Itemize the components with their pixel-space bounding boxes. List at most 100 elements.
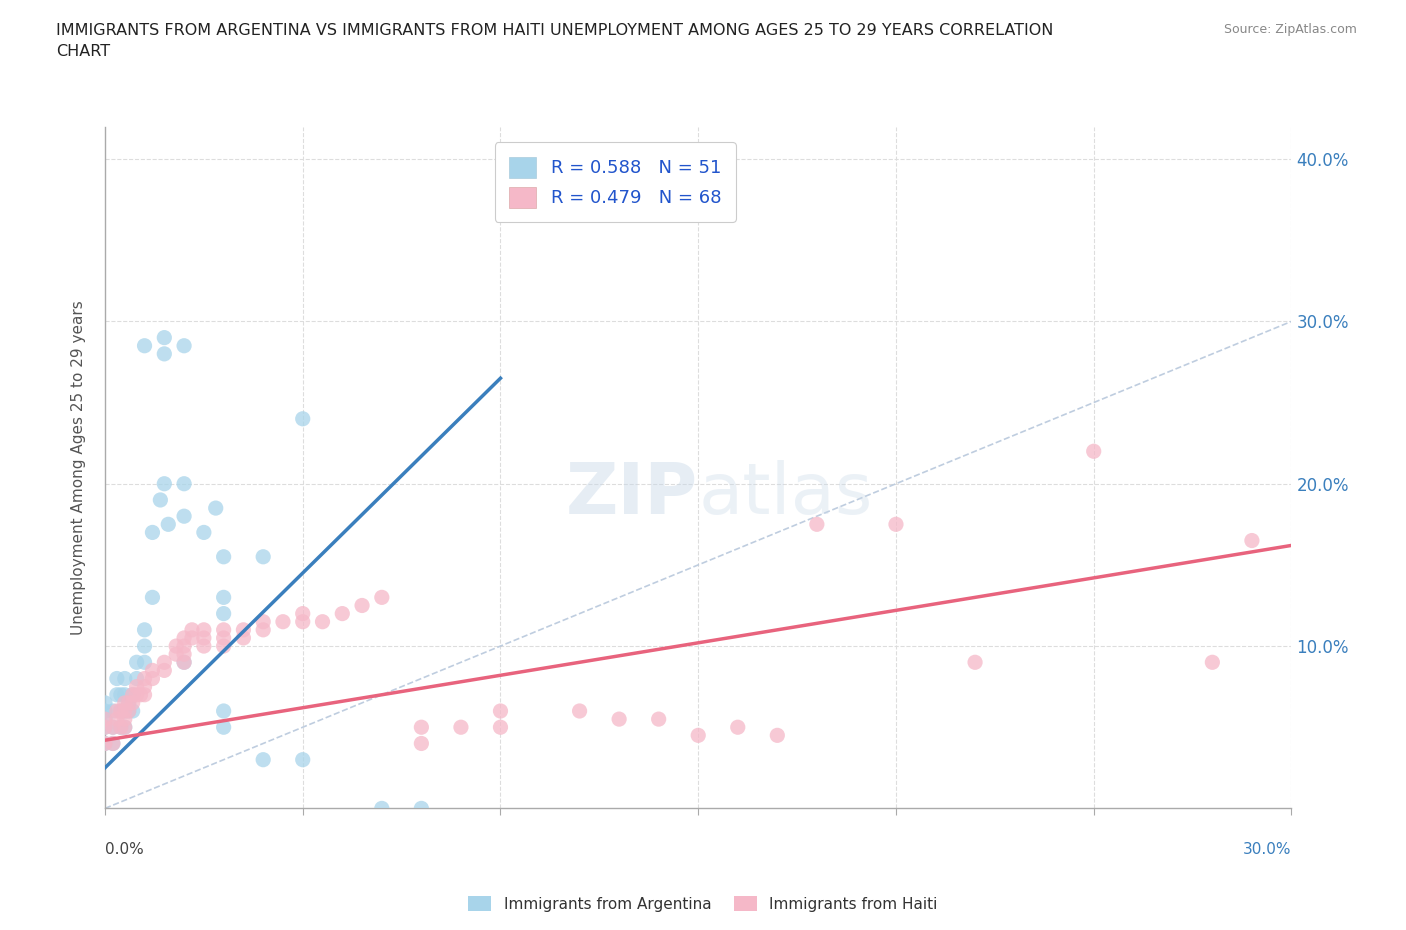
Text: Source: ZipAtlas.com: Source: ZipAtlas.com — [1223, 23, 1357, 36]
Point — [101, 720, 124, 735]
Point — [450, 720, 472, 735]
Point — [153, 655, 176, 670]
Point — [94, 720, 117, 735]
Point — [173, 631, 195, 645]
Point — [806, 517, 828, 532]
Point — [118, 696, 141, 711]
Point — [291, 606, 314, 621]
Point — [105, 711, 128, 726]
Point — [125, 671, 148, 686]
Point — [105, 704, 128, 719]
Point — [212, 704, 235, 719]
Point — [134, 671, 156, 686]
Point — [212, 622, 235, 637]
Point — [129, 687, 152, 702]
Text: atlas: atlas — [699, 460, 873, 529]
Point — [252, 615, 274, 630]
Point — [134, 655, 156, 670]
Point — [411, 736, 433, 751]
Point — [727, 720, 749, 735]
Point — [193, 631, 215, 645]
Point — [114, 704, 136, 719]
Legend: R = 0.588   N = 51, R = 0.479   N = 68: R = 0.588 N = 51, R = 0.479 N = 68 — [495, 142, 735, 222]
Point — [114, 671, 136, 686]
Point — [411, 801, 433, 816]
Text: 0.0%: 0.0% — [105, 843, 143, 857]
Point — [94, 704, 117, 719]
Point — [181, 622, 204, 637]
Point — [110, 704, 132, 719]
Point — [252, 550, 274, 565]
Point — [232, 631, 254, 645]
Point — [94, 711, 117, 726]
Point — [94, 720, 117, 735]
Point — [114, 711, 136, 726]
Point — [212, 590, 235, 604]
Point — [110, 720, 132, 735]
Point — [181, 631, 204, 645]
Point — [371, 801, 394, 816]
Point — [125, 655, 148, 670]
Point — [105, 687, 128, 702]
Point — [101, 736, 124, 751]
Point — [252, 752, 274, 767]
Point — [134, 639, 156, 654]
Point — [94, 736, 117, 751]
Point — [193, 525, 215, 540]
Point — [965, 655, 987, 670]
Point — [568, 704, 591, 719]
Text: 30.0%: 30.0% — [1243, 843, 1292, 857]
Point — [110, 720, 132, 735]
Legend: Immigrants from Argentina, Immigrants from Haiti: Immigrants from Argentina, Immigrants fr… — [463, 889, 943, 918]
Point — [114, 720, 136, 735]
Point — [212, 720, 235, 735]
Point — [411, 720, 433, 735]
Point — [94, 711, 117, 726]
Point — [489, 704, 512, 719]
Point — [173, 646, 195, 661]
Point — [193, 622, 215, 637]
Text: ZIP: ZIP — [567, 460, 699, 529]
Point — [291, 752, 314, 767]
Point — [118, 704, 141, 719]
Point — [153, 347, 176, 362]
Point — [101, 704, 124, 719]
Point — [118, 696, 141, 711]
Point — [173, 655, 195, 670]
Point — [173, 339, 195, 353]
Point — [371, 590, 394, 604]
Point — [125, 687, 148, 702]
Point — [212, 550, 235, 565]
Point — [114, 704, 136, 719]
Point — [232, 622, 254, 637]
Point — [121, 704, 143, 719]
Point — [212, 631, 235, 645]
Point — [134, 687, 156, 702]
Point — [173, 509, 195, 524]
Point — [193, 639, 215, 654]
Point — [271, 615, 294, 630]
Point — [884, 517, 907, 532]
Point — [153, 663, 176, 678]
Point — [607, 711, 630, 726]
Point — [101, 720, 124, 735]
Point — [766, 728, 789, 743]
Point — [141, 671, 163, 686]
Point — [647, 711, 669, 726]
Point — [121, 696, 143, 711]
Point — [173, 476, 195, 491]
Point — [330, 606, 353, 621]
Point — [688, 728, 710, 743]
Point — [114, 687, 136, 702]
Point — [311, 615, 333, 630]
Point — [1201, 655, 1223, 670]
Point — [157, 517, 180, 532]
Point — [204, 500, 226, 515]
Y-axis label: Unemployment Among Ages 25 to 29 years: Unemployment Among Ages 25 to 29 years — [72, 300, 86, 635]
Point — [101, 736, 124, 751]
Point — [165, 639, 187, 654]
Point — [110, 704, 132, 719]
Point — [1240, 533, 1263, 548]
Point — [125, 679, 148, 694]
Point — [121, 687, 143, 702]
